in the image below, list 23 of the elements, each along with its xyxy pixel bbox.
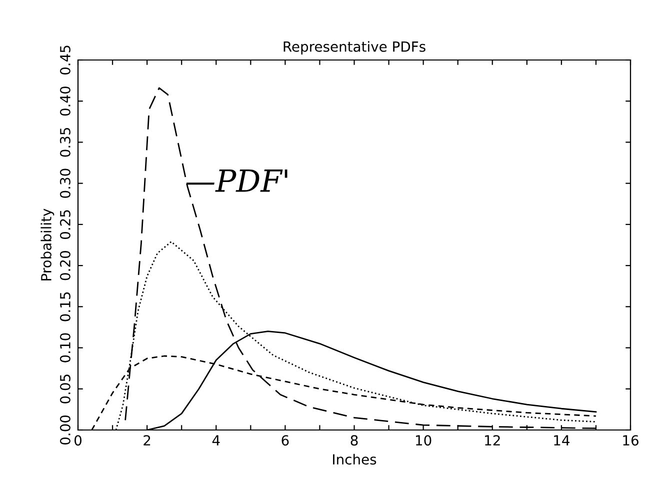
x-tick-label: 6 — [282, 435, 289, 446]
x-tick-label: 14 — [554, 435, 570, 446]
y-tick-label: 0.10 — [60, 333, 70, 362]
x-tick-label: 0 — [74, 435, 82, 446]
y-tick-label: 0.20 — [60, 251, 70, 280]
x-axis-title: Inches — [333, 454, 376, 465]
x-tick-label: 16 — [623, 435, 638, 446]
annotation: —PDF' — [186, 169, 288, 192]
y-tick-label: 0.25 — [60, 210, 70, 239]
y-axis-title: Probability — [40, 208, 54, 280]
x-tick-label: 4 — [212, 435, 220, 446]
chart-title: Representative PDFs — [284, 41, 426, 55]
y-tick-label: 0.00 — [60, 415, 70, 445]
y-tick-label: 0.45 — [60, 46, 70, 75]
y-tick-label: 0.40 — [60, 86, 70, 116]
x-tick-label: 2 — [144, 435, 150, 446]
y-tick-label: 0.15 — [60, 292, 70, 322]
y-tick-label: 0.30 — [60, 168, 70, 198]
x-tick-label: 10 — [416, 435, 432, 446]
y-tick-label: 0.05 — [60, 374, 70, 404]
x-tick-label: 12 — [485, 435, 500, 446]
y-tick-label: 0.35 — [60, 128, 70, 157]
x-tick-label: 8 — [350, 435, 358, 446]
